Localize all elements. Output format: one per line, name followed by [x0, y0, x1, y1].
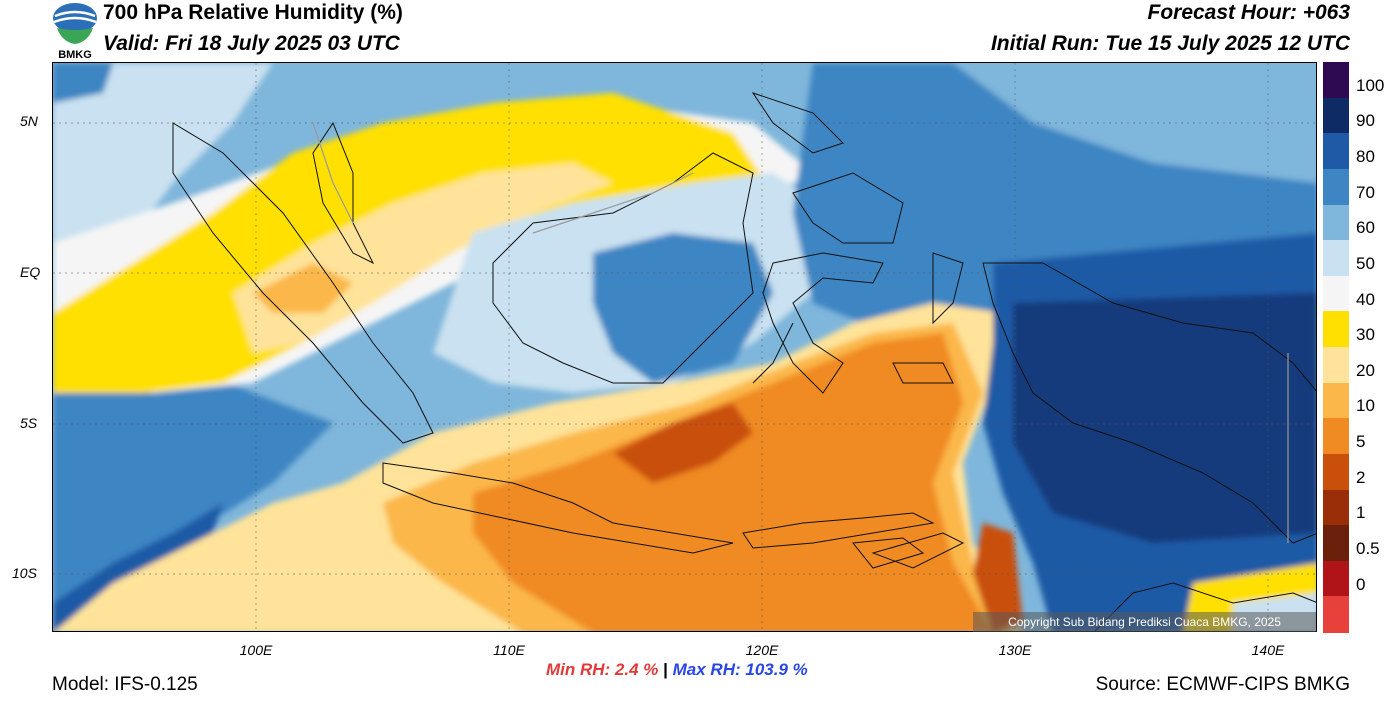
- colorbar-segment: [1323, 204, 1349, 241]
- humidity-map: [52, 62, 1317, 632]
- colorbar-segment: [1323, 418, 1349, 455]
- colorbar-label: 10: [1356, 396, 1375, 416]
- colorbar-label: 5: [1356, 432, 1366, 452]
- colorbar-label: 60: [1356, 218, 1375, 238]
- lon-label-100e: 100E: [239, 642, 273, 658]
- colorbar-label: 50: [1356, 253, 1375, 273]
- colorbar-segment: [1323, 62, 1349, 99]
- colorbar-label: 20: [1356, 360, 1375, 380]
- valid-time: Valid: Fri 18 July 2025 03 UTC: [103, 32, 400, 55]
- colorbar-segment: [1323, 240, 1349, 277]
- colorbar-segment: [1323, 275, 1349, 312]
- lat-label-5s: 5S: [20, 415, 38, 431]
- lat-label-5n: 5N: [20, 113, 38, 129]
- lon-label-130e: 130E: [998, 642, 1032, 658]
- chart-title: 700 hPa Relative Humidity (%): [103, 1, 403, 24]
- lat-label-10s: 10S: [12, 565, 37, 581]
- colorbar-segment: [1323, 97, 1349, 134]
- colorbar-label: 100: [1356, 75, 1385, 95]
- lat-label-eq: EQ: [20, 264, 41, 280]
- lon-label-120e: 120E: [745, 642, 779, 658]
- colorbar-label: 30: [1356, 325, 1375, 345]
- min-rh: Min RH: 2.4 %: [546, 660, 659, 679]
- max-rh: Max RH: 103.9 %: [672, 660, 808, 679]
- min-max-rh: Min RH: 2.4 % | Max RH: 103.9 %: [546, 660, 808, 680]
- colorbar-label: 90: [1356, 111, 1375, 131]
- colorbar-label: 80: [1356, 147, 1375, 167]
- colorbar-label: 40: [1356, 289, 1375, 309]
- lon-label-140e: 140E: [1251, 642, 1285, 658]
- colorbar-segment: [1323, 311, 1349, 348]
- copyright-notice: Copyright Sub Bidang Prediksi Cuaca BMKG…: [973, 612, 1316, 632]
- colorbar-segment: [1323, 382, 1349, 419]
- colorbar-segment: [1323, 347, 1349, 384]
- colorbar-label: 2: [1356, 467, 1366, 487]
- bmkg-logo: BMKG: [50, 2, 100, 61]
- lon-label-110e: 110E: [493, 642, 525, 658]
- colorbar-segment: [1323, 525, 1349, 562]
- source-label: Source: ECMWF-CIPS BMKG: [1095, 674, 1350, 695]
- colorbar-segment: [1323, 168, 1349, 205]
- colorbar-label: 70: [1356, 182, 1375, 202]
- colorbar-segment: [1323, 560, 1349, 597]
- colorbar-segment: [1323, 489, 1349, 526]
- colorbar: [1323, 62, 1349, 633]
- colorbar-label: 1: [1356, 503, 1366, 523]
- colorbar-segment: [1323, 596, 1349, 633]
- colorbar-segment: [1323, 453, 1349, 490]
- coastlines: [172, 92, 1316, 631]
- logo-text: BMKG: [58, 49, 92, 60]
- colorbar-label: 0.5: [1356, 538, 1380, 558]
- initial-run: Initial Run: Tue 15 July 2025 12 UTC: [990, 32, 1350, 55]
- model-label: Model: IFS-0.125: [52, 674, 198, 695]
- forecast-hour: Forecast Hour: +063: [1147, 1, 1351, 24]
- colorbar-label: 0: [1356, 574, 1366, 594]
- colorbar-segment: [1323, 133, 1349, 170]
- humidity-field: [53, 63, 1316, 631]
- min-max-separator: |: [663, 660, 668, 679]
